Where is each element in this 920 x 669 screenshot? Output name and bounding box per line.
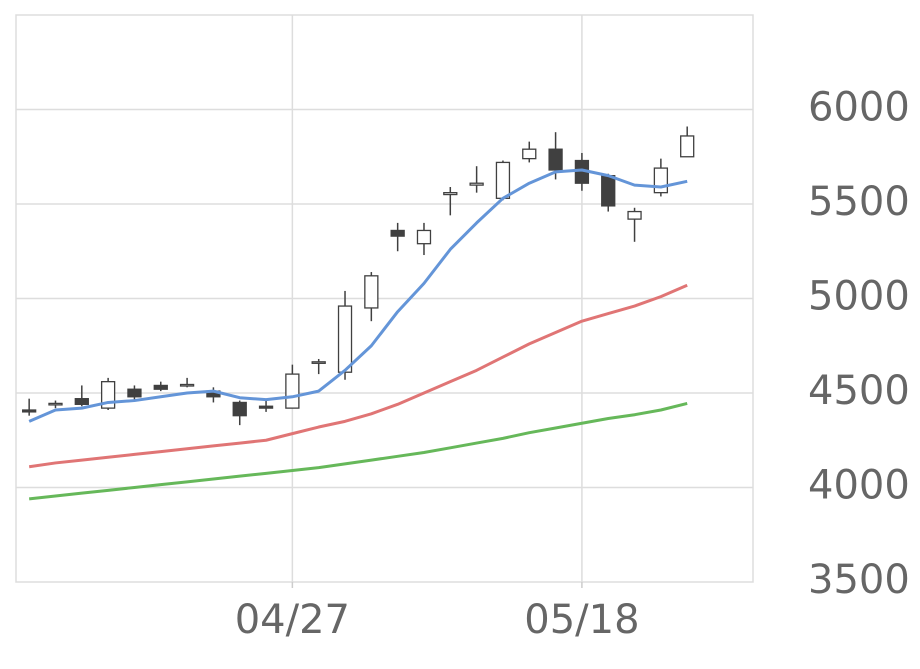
y-tick-label: 5000: [808, 274, 910, 320]
y-tick-label: 4000: [808, 463, 910, 509]
candle-body: [548, 148, 563, 171]
moving-average-line: [28, 168, 688, 423]
candle-body: [337, 305, 353, 373]
y-tick-label: 3500: [808, 557, 910, 603]
moving-average-line: [29, 401, 688, 501]
candle-body: [469, 182, 484, 186]
candle-body: [364, 275, 379, 309]
candle-body: [416, 229, 432, 245]
candle-body: [390, 229, 405, 237]
candle-body: [627, 210, 642, 220]
candle-body: [179, 383, 195, 387]
x-tick-label: 04/27: [235, 597, 350, 643]
candle-body: [522, 148, 537, 160]
candle-body: [48, 402, 63, 406]
candle-body: [22, 409, 37, 413]
y-tick-label: 4500: [808, 368, 910, 414]
candle-body: [258, 405, 274, 409]
candle-body: [443, 192, 458, 196]
candle-body: [74, 398, 89, 405]
x-tick-label: 05/18: [524, 597, 639, 643]
candle-body: [127, 388, 142, 398]
candle-body: [285, 373, 300, 409]
candle-body: [680, 135, 695, 158]
candle-body: [232, 401, 247, 417]
candle-body: [153, 384, 168, 390]
candle-body: [653, 167, 669, 194]
moving-average-line: [28, 283, 688, 469]
candle-body: [495, 161, 511, 199]
y-tick-label: 5500: [808, 179, 910, 225]
candle-body: [601, 174, 616, 207]
candle-body: [311, 361, 326, 364]
y-tick-label: 6000: [808, 85, 910, 131]
